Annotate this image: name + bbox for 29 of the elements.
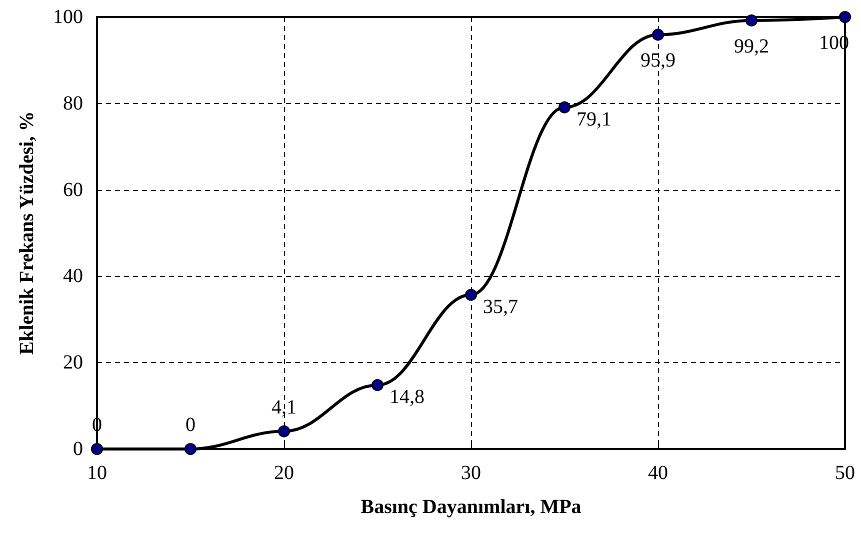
point — [91, 443, 103, 455]
y-tick-label: 0 — [73, 438, 83, 460]
point — [652, 28, 664, 41]
point — [746, 14, 758, 26]
y-tick-label: 60 — [63, 178, 83, 201]
data-label: 4,1 — [272, 396, 296, 418]
data-label: 95,9 — [640, 50, 676, 72]
data-label: 99,2 — [734, 35, 769, 58]
point — [278, 425, 290, 438]
data-label: 0 — [186, 414, 196, 436]
data-label: 79,1 — [576, 108, 612, 130]
x-tick-label: 20 — [274, 462, 294, 484]
point — [184, 443, 196, 455]
point — [465, 288, 477, 301]
point — [372, 379, 384, 392]
y-axis-title: Eklenik Frekans Yüzdesi, % — [16, 111, 38, 355]
x-tick-label: 30 — [461, 462, 481, 484]
point — [839, 11, 851, 23]
x-tick-label: 50 — [835, 462, 855, 484]
point — [558, 101, 570, 114]
x-tick-label: 40 — [648, 462, 668, 484]
y-tick-label: 40 — [63, 265, 83, 288]
x-tick-label: 10 — [87, 462, 107, 484]
data-label: 14,8 — [390, 386, 424, 408]
y-tick-label: 80 — [63, 92, 83, 114]
data-label: 35,7 — [483, 296, 518, 318]
y-tick-label: 100 — [53, 6, 83, 28]
y-tick-label: 20 — [63, 352, 83, 374]
x-axis-title: Basınç Dayanımları, MPa — [360, 496, 582, 518]
